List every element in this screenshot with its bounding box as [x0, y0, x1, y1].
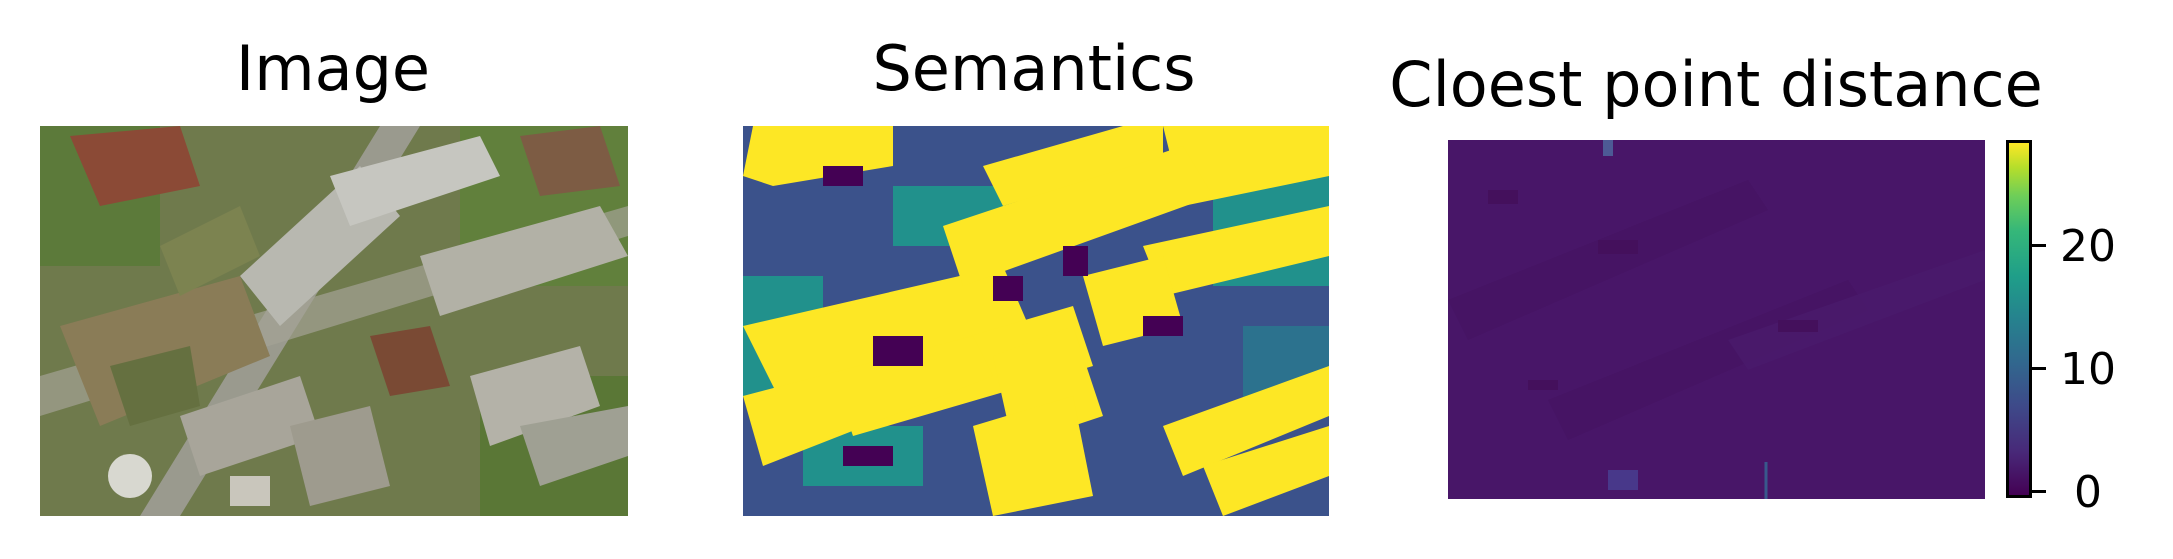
distance-map [1448, 140, 1985, 499]
colorbar-tick-mark-20 [2032, 244, 2046, 247]
semantics-panel-title: Semantics [872, 32, 1196, 105]
colorbar-tick-label-20: 20 [2060, 221, 2116, 272]
colorbar-tick-mark-10 [2032, 367, 2046, 370]
colorbar-tick-label-10: 10 [2060, 344, 2116, 395]
semantics-graphic [743, 126, 1329, 516]
image-panel-title: Image [235, 32, 431, 105]
aerial-photo-graphic [40, 126, 628, 516]
distance-graphic [1448, 140, 1985, 499]
semantics-map [743, 126, 1329, 516]
colorbar-tick-mark-0 [2032, 490, 2046, 493]
colorbar-tick-label-0: 0 [2074, 467, 2102, 518]
aerial-image [40, 126, 628, 516]
distance-panel-title: Cloest point distance [1389, 48, 2043, 121]
colorbar [2006, 140, 2032, 498]
